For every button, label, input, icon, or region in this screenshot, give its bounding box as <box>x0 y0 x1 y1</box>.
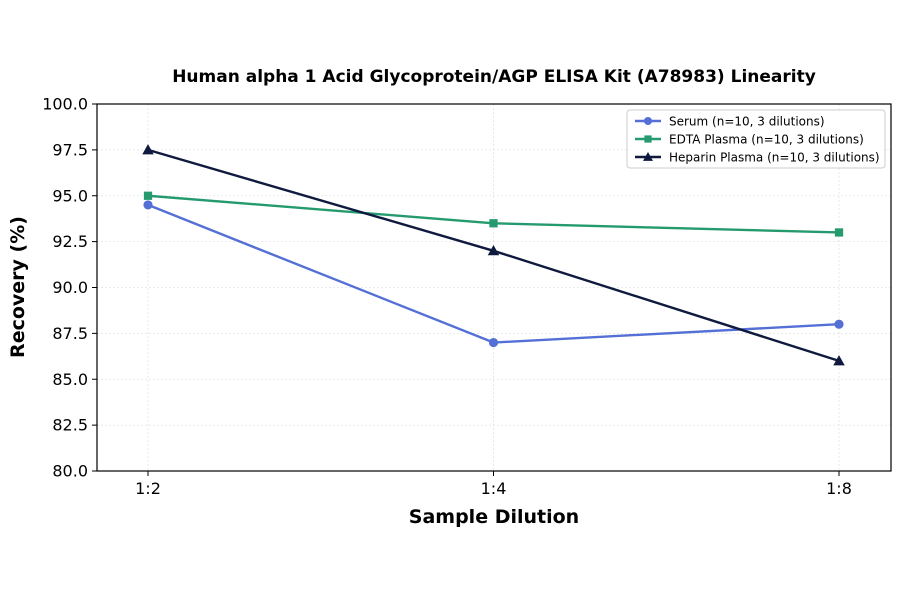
y-tick-label: 90.0 <box>52 278 88 297</box>
y-tick-label: 82.5 <box>52 416 88 435</box>
data-point <box>834 228 844 237</box>
y-tick-label: 95.0 <box>52 186 88 205</box>
y-tick-label: 100.0 <box>42 95 88 114</box>
legend-label: EDTA Plasma (n=10, 3 dilutions) <box>669 133 864 147</box>
x-axis-label: Sample Dilution <box>409 506 579 528</box>
data-point <box>489 219 498 228</box>
series-layer <box>142 144 845 366</box>
y-tick-label: 92.5 <box>52 232 88 251</box>
legend: Serum (n=10, 3 dilutions) EDTA Plasma (n=… <box>626 109 886 169</box>
legend-item: Serum (n=10, 3 dilutions) <box>635 115 825 129</box>
legend-label: Serum (n=10, 3 dilutions) <box>669 115 825 129</box>
legend-item: EDTA Plasma (n=10, 3 dilutions) <box>635 133 864 147</box>
data-point <box>143 191 153 200</box>
data-point <box>833 355 845 366</box>
legend-marker <box>643 152 653 161</box>
y-tick-label: 80.0 <box>52 462 88 481</box>
data-point <box>834 319 844 329</box>
legend-box <box>626 109 886 169</box>
legend-marker <box>644 117 652 125</box>
legend-item: Heparin Plasma (n=10, 3 dilutions) <box>635 151 880 165</box>
y-tick-label: 97.5 <box>52 140 88 159</box>
y-axis-label: Recovery (%) <box>7 216 29 358</box>
chart-title: Human alpha 1 Acid Glycoprotein/AGP ELIS… <box>172 67 816 87</box>
y-tick-label: 85.0 <box>52 370 88 389</box>
x-tick-label: 1:4 <box>481 479 507 498</box>
y-tick-label: 87.5 <box>52 324 88 343</box>
legend-marker <box>644 135 652 143</box>
series-2 <box>143 191 844 237</box>
data-point <box>142 144 154 155</box>
data-point <box>143 200 153 210</box>
data-point <box>487 245 500 256</box>
data-point <box>488 337 499 348</box>
y-axis-ticks: 80.0 82.5 85.0 87.5 90.0 92.5 95.0 97.5 100.0 <box>42 95 97 481</box>
x-tick-label: 1:2 <box>135 479 161 498</box>
series-1 <box>143 200 844 348</box>
x-axis-ticks: 1:2 1:4 1:8 <box>135 471 852 498</box>
legend-label: Heparin Plasma (n=10, 3 dilutions) <box>669 151 880 165</box>
x-tick-label: 1:8 <box>826 479 852 498</box>
series-3 <box>142 144 845 366</box>
